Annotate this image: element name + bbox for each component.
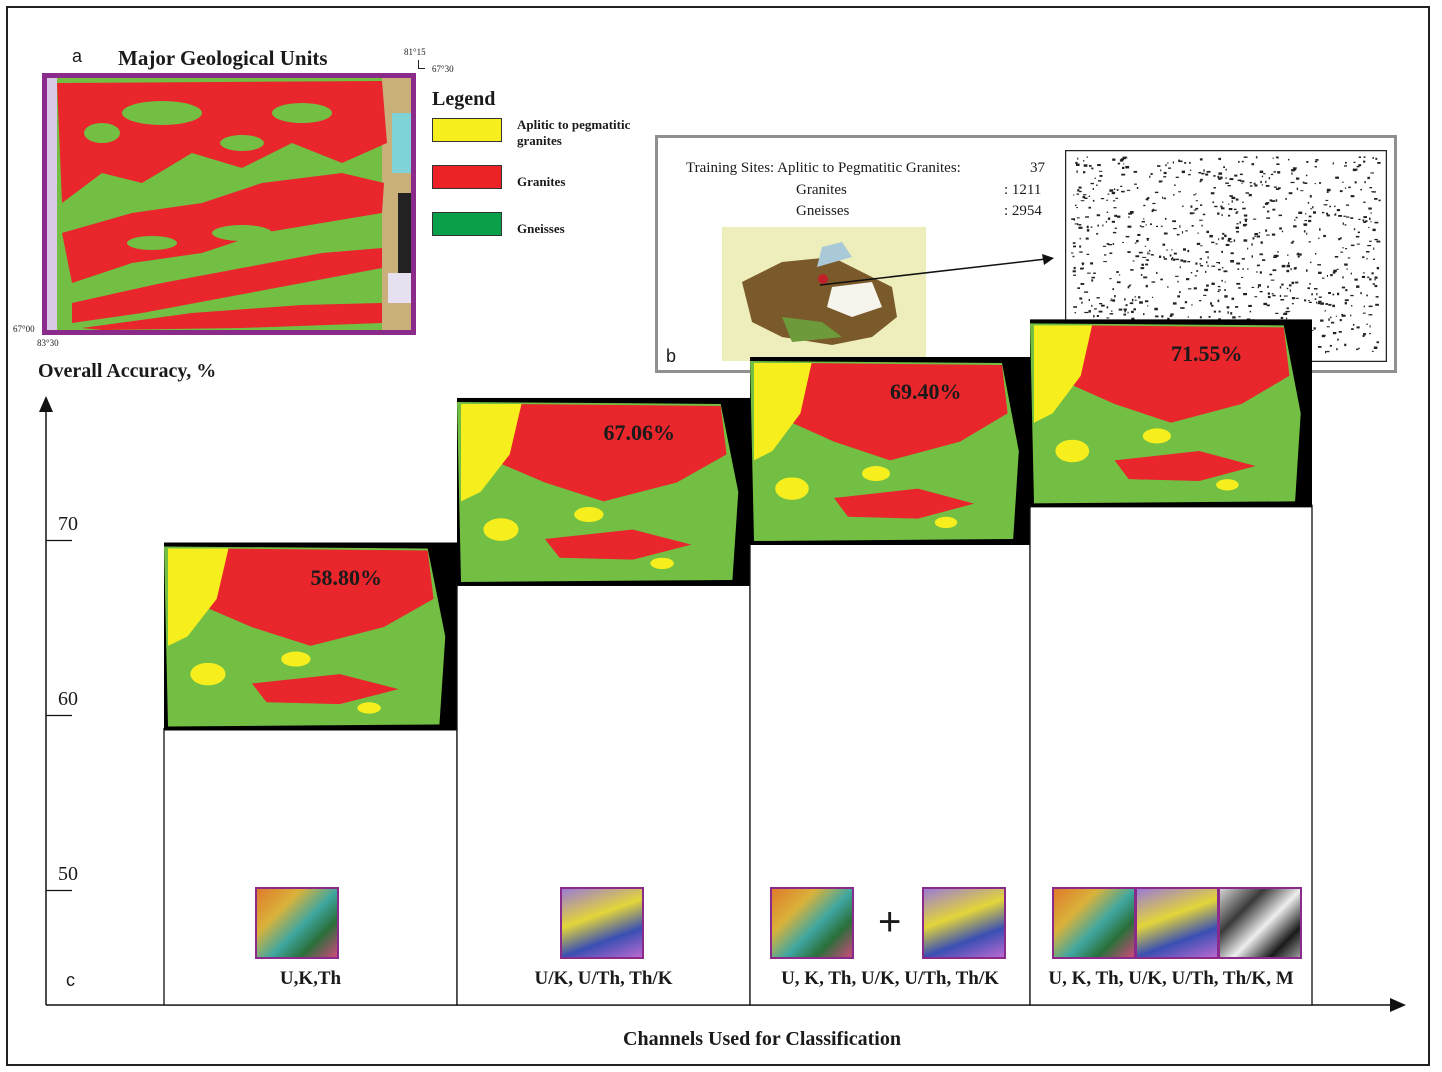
coord-bottom-lon: 83°30 (37, 338, 59, 348)
bar-value-label-2: 67.06% (603, 419, 676, 445)
bar-value-label-1: 58.80% (310, 564, 383, 590)
category-label-4: U, K, Th, U/K, U/Th, Th/K, M (1048, 968, 1294, 989)
corner-tick-top (418, 60, 425, 69)
legend-swatch-granites (432, 165, 502, 189)
y-tick-label-50: 50 (58, 862, 78, 885)
bar-1 (163, 727, 458, 1006)
channel-thumbnail-3-1 (770, 887, 854, 959)
training-granites-value: : 1211 (1004, 182, 1042, 198)
legend-label-aplitic: Aplitic to pegmatitic granites (517, 117, 630, 149)
category-label-1: U,K,Th (279, 968, 342, 989)
category-label-2: U/K, U/Th, Th/K (534, 968, 673, 989)
bar-value-label-3: 69.40% (890, 379, 962, 404)
panel-c-letter: c (66, 970, 75, 990)
panel-a-title: Major Geological Units (118, 46, 328, 70)
legend-label-granites: Granites (517, 174, 566, 189)
channel-thumbnail-3-2 (922, 887, 1006, 959)
plus-sign: + (878, 900, 902, 944)
channel-thumbnail-1-1 (255, 887, 339, 959)
bar-value-label-4: 71.55% (1171, 341, 1243, 367)
figure-frame (6, 6, 1430, 1066)
x-axis-title: Channels Used for Classification (623, 1028, 901, 1050)
y-tick-label-60: 60 (58, 687, 78, 710)
legend-title: Legend (432, 88, 496, 110)
training-gneisses-name: Gneisses (796, 203, 850, 219)
y-axis-arrow (39, 396, 53, 412)
training-granites-name: Granites (796, 182, 847, 198)
classification-map-3 (750, 357, 1030, 545)
legend-label-aplitic-line2: granites (517, 133, 562, 148)
channel-thumbnail-4-3 (1218, 887, 1302, 959)
channel-thumbnail-4-1 (1052, 887, 1136, 959)
coord-top-lat: 67°30 (432, 64, 454, 74)
coord-bottom-lat: 67°00 (13, 324, 35, 334)
legend-label-aplitic-line1: Aplitic to pegmatitic (517, 117, 631, 132)
classification-map-2 (457, 397, 750, 586)
canada-map (722, 227, 926, 361)
training-aplitic-value: 37 (1030, 160, 1045, 176)
panel-b-letter: b (666, 346, 677, 366)
legend-label-gneisses: Gneisses (517, 221, 565, 236)
y-axis-title: Overall Accuracy, % (38, 360, 217, 382)
category-label-3: U, K, Th, U/K, U/Th, Th/K (781, 968, 999, 989)
classification-map-4 (1030, 319, 1312, 508)
pointer-arrow (819, 254, 1054, 286)
legend-swatch-gneisses (432, 212, 502, 236)
coord-top-lon: 81°15 (404, 47, 426, 57)
y-tick-label-70: 70 (58, 512, 78, 535)
geology-map-a (42, 73, 416, 335)
classification-map-1 (164, 542, 457, 731)
x-axis-arrow (1390, 998, 1406, 1012)
legend-swatch-aplitic (432, 118, 502, 142)
panel-a-letter: a (72, 46, 83, 66)
channel-thumbnail-2-1 (560, 887, 644, 959)
channel-thumbnail-4-2 (1135, 887, 1219, 959)
training-title: Training Sites: Aplitic to Pegmatitic Gr… (686, 160, 961, 176)
training-gneisses-value: : 2954 (1004, 203, 1042, 219)
